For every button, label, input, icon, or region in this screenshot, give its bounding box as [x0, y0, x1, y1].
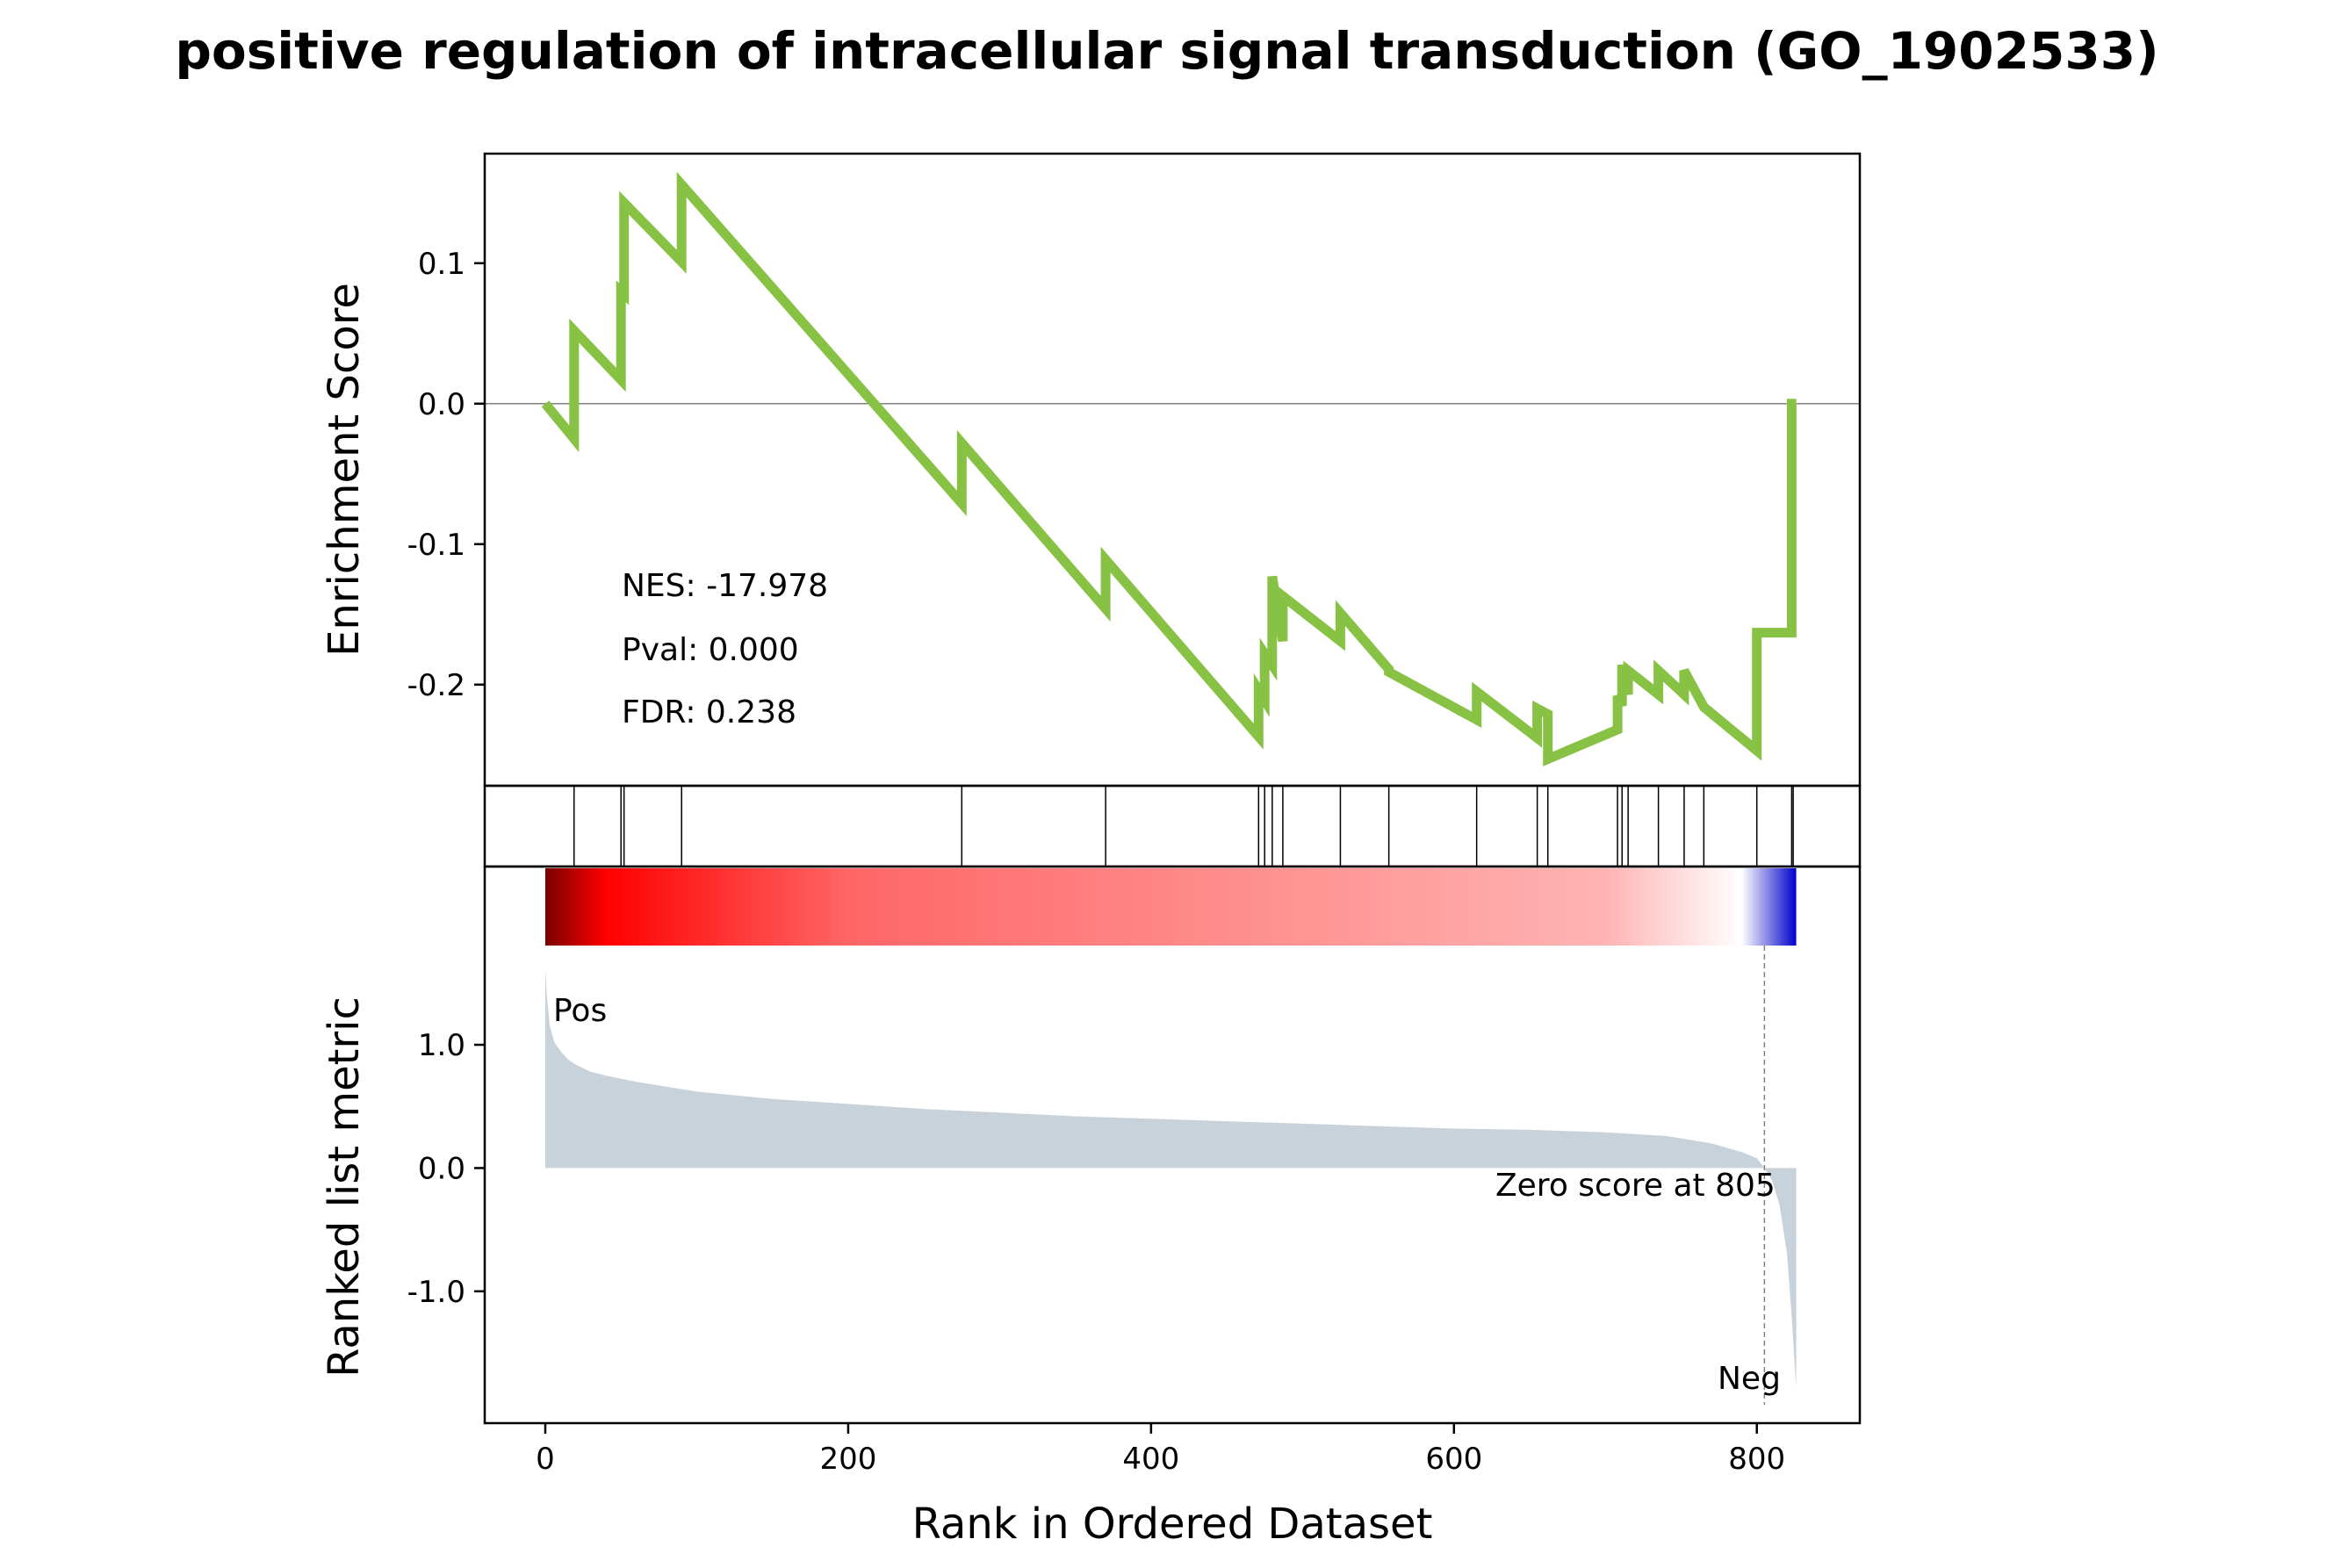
es-y-ticks: 0.1 0.0 -0.1 -0.2: [407, 247, 485, 703]
pos-label: Pos: [553, 993, 607, 1029]
es-y-axis-label: Enrichment Score: [320, 283, 369, 657]
x-tick-label: 400: [1122, 1442, 1179, 1477]
es-y-tick-label: -0.2: [407, 668, 465, 703]
x-tick-label: 600: [1425, 1442, 1482, 1477]
es-y-tick-label: 0.1: [418, 247, 465, 282]
metric-y-tick-label: 0.0: [418, 1151, 465, 1186]
es-y-tick-label: 0.0: [418, 387, 465, 422]
pval-label: Pval: 0.000: [622, 632, 799, 668]
metric-y-tick-label: -1.0: [407, 1275, 465, 1310]
x-tick-label: 800: [1728, 1442, 1785, 1477]
zero-score-label: Zero score at 805: [1495, 1168, 1776, 1204]
es-y-tick-label: -0.1: [407, 528, 465, 563]
neg-label: Neg: [1718, 1361, 1781, 1397]
fdr-label: FDR: 0.238: [622, 694, 796, 730]
x-axis-ticks: 0 200 400 600 800: [536, 1423, 1785, 1477]
metric-y-axis-label: Ranked list metric: [320, 996, 369, 1377]
nes-label: NES: -17.978: [622, 568, 828, 604]
x-axis-label: Rank in Ordered Dataset: [912, 1500, 1433, 1549]
metric-panel-frame: [483, 865, 1862, 1425]
chart-title: positive regulation of intracellular sig…: [175, 21, 2158, 81]
enrichment-score-line: [541, 171, 1797, 766]
ranked-metric-panel: Zero score at 805 Pos Neg 1.0 0.0 -1.0: [407, 865, 1862, 1425]
rank-heatmap-bar: [544, 868, 1797, 946]
metric-y-ticks: 1.0 0.0 -1.0: [407, 1028, 485, 1310]
x-tick-label: 0: [536, 1442, 555, 1477]
x-tick-label: 200: [819, 1442, 876, 1477]
metric-y-tick-label: 1.0: [418, 1028, 465, 1063]
enrichment-score-panel: NES: -17.978 Pval: 0.000 FDR: 0.238 0.10…: [407, 152, 1862, 788]
